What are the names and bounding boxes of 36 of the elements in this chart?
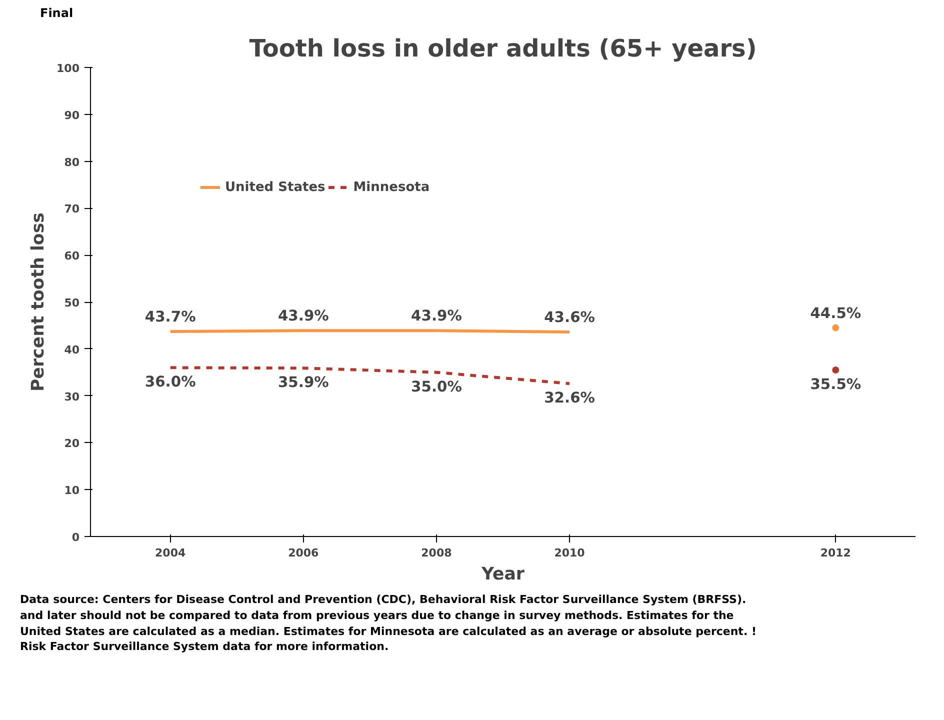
data-label: 43.9%	[278, 308, 330, 325]
x-tick-label: 2010	[554, 546, 586, 560]
data-label: 35.0%	[411, 378, 462, 396]
y-tick-label: 30	[64, 390, 80, 404]
legend-label: Minnesota	[353, 180, 430, 195]
text: Risk Factor Surveillance System data for more information.	[20, 640, 389, 654]
y-tick-label: 70	[64, 202, 80, 216]
y-tick-label: 50	[64, 296, 80, 310]
x-tick-label: 2012	[820, 546, 851, 560]
y-tick-label: 80	[64, 156, 80, 169]
data-label: 43.7%	[144, 308, 196, 326]
chart-title: Tooth loss in older adults (65+ years)	[249, 34, 757, 63]
legend-label: United States	[225, 180, 326, 195]
y-tick-label: 90	[64, 109, 80, 122]
y-tick-label: 0	[72, 531, 80, 544]
y-axis-title: Percent tooth loss	[28, 212, 49, 392]
x-axis-title: Year	[480, 564, 525, 585]
y-tick-label: 10	[64, 484, 80, 498]
y-tick-label: 20	[64, 437, 80, 450]
y-tick-label: 100	[56, 62, 80, 76]
text: and later should not be compared to data from previous years due to change in survey methods. Estimates for the	[20, 608, 734, 622]
source-note: Data source: Centers for Disease Control and Prevention (CDC), Behavioral Risk Factor Surveillance System (BRFSS).	[20, 593, 746, 606]
text: United States are calculated as a median. Estimates for Minnesota are calculated as an average or absolute percent. !	[20, 624, 756, 638]
data-label: 43.6%	[544, 309, 596, 326]
data-label: 35.9%	[278, 374, 330, 392]
data-label: 44.5%	[810, 304, 862, 322]
x-tick-label: 2006	[288, 546, 320, 560]
y-tick-label: 60	[64, 250, 80, 263]
text: Final	[40, 5, 74, 22]
x-tick-label: 2008	[421, 546, 452, 560]
data-label: 32.6%	[544, 390, 596, 407]
data-label: 43.9%	[411, 308, 462, 325]
y-tick-label: 40	[64, 344, 80, 357]
data-label: 36.0%	[144, 374, 196, 391]
x-tick-label: 2004	[155, 546, 186, 560]
data-label: 35.5%	[810, 376, 862, 394]
